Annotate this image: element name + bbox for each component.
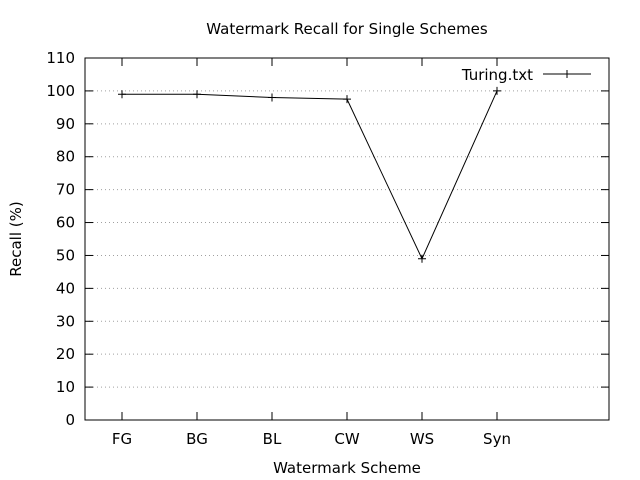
y-tick-label: 110 [46,49,75,67]
series-layer [118,86,501,263]
data-point-marker [268,93,276,102]
y-tick-label: 20 [56,345,75,363]
series-line [122,90,498,260]
x-tick-label: CW [334,430,359,448]
y-tick-label: 80 [56,148,75,166]
chart-title: Watermark Recall for Single Schemes [206,20,488,38]
gridlines [85,90,609,388]
y-tick-label: 0 [65,411,75,429]
y-tick-label: 60 [56,214,75,232]
x-axis-label: Watermark Scheme [273,459,421,477]
data-point-marker [343,95,351,104]
plot-frame [84,57,610,421]
y-tick-label: 10 [56,378,75,396]
data-point-marker [493,86,501,95]
y-tick-label: 50 [56,246,75,264]
y-tick-label: 30 [56,312,75,330]
y-tick-label: 70 [56,181,75,199]
legend-label: Turing.txt [461,66,533,84]
y-axis-ticks: 0 10 20 30 40 50 60 70 80 90 100 110 [46,49,609,429]
legend-marker [563,70,571,78]
y-tick-label: 40 [56,279,75,297]
x-tick-label: FG [112,430,132,448]
legend: Turing.txt [461,66,591,84]
data-point-marker [118,90,126,99]
y-tick-label: 100 [46,82,75,100]
x-tick-label: Syn [483,430,511,448]
data-point-marker [418,254,426,263]
x-tick-label: BL [263,430,282,448]
x-tick-label: WS [410,430,434,448]
y-axis-label: Recall (%) [7,201,25,276]
y-tick-label: 90 [56,115,75,133]
x-axis-ticks: FG BG BL CW WS Syn [112,58,511,448]
data-point-marker [193,90,201,99]
x-tick-label: BG [186,430,208,448]
